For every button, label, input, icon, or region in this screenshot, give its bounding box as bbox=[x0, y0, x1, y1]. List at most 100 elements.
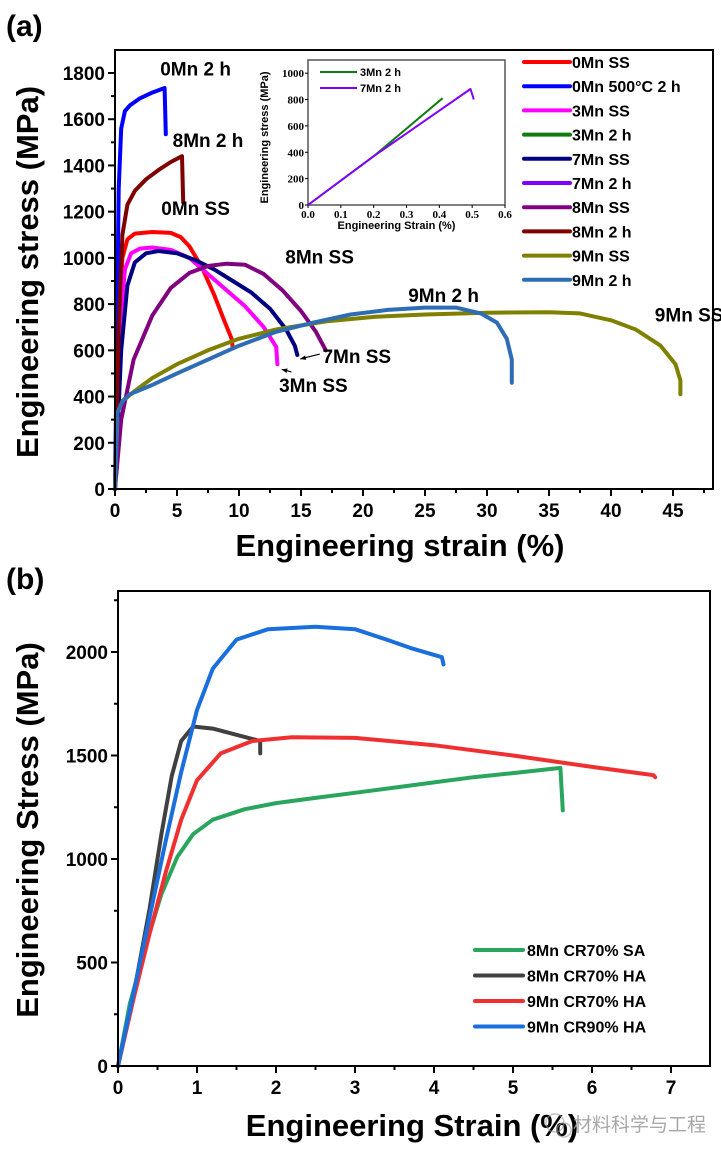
x-tick-label: 0 bbox=[113, 1078, 124, 1099]
legend-item-9mn-cr70-ha: 9Mn CR70% HA bbox=[473, 994, 647, 1011]
inset-legend-item-3mn-2-h: 3Mn 2 h bbox=[320, 67, 401, 79]
x-tick-label: 40 bbox=[600, 501, 621, 522]
inset-y-tick-label: 0 bbox=[299, 200, 305, 212]
legend-item-0mn-500-c-2-h: 0Mn 500°C 2 h bbox=[522, 79, 681, 96]
panel-a-annotations: 0Mn 2 h 8Mn 2 h 0Mn SS 8Mn SS 9Mn 2 h 9Mn SS 7… bbox=[160, 59, 721, 397]
inset-x-tick-label: 0.3 bbox=[400, 209, 414, 221]
legend-label: 8Mn 2 h bbox=[572, 224, 632, 241]
legend-item-7mn-ss: 7Mn SS bbox=[522, 152, 630, 169]
x-tick-label: 25 bbox=[414, 501, 436, 522]
y-tick-label: 1400 bbox=[63, 156, 105, 177]
x-tick-label: 35 bbox=[538, 501, 560, 522]
plot-frame bbox=[114, 49, 714, 490]
legend-item-0mn-ss: 0Mn SS bbox=[522, 55, 630, 72]
y-tick-label: 1500 bbox=[66, 747, 108, 768]
inset-y-tick-label: 1000 bbox=[282, 68, 305, 80]
inset-x-tick-label: 0.4 bbox=[432, 209, 446, 221]
plot-frame bbox=[117, 590, 711, 1067]
inset-legend-label: 3Mn 2 h bbox=[360, 67, 401, 79]
legend-label: 0Mn SS bbox=[572, 55, 630, 72]
annotation-8mn-2-h: 8Mn 2 h bbox=[173, 131, 244, 152]
x-tick-label: 2 bbox=[271, 1078, 282, 1099]
legend-item-9mn-cr90-ha: 9Mn CR90% HA bbox=[473, 1020, 647, 1037]
annotation-0mn-ss: 0Mn SS bbox=[161, 199, 230, 220]
panel-b-series bbox=[116, 624, 658, 1068]
y-tick-label: 0 bbox=[94, 480, 105, 501]
y-tick-label: 500 bbox=[76, 954, 108, 975]
legend-item-9mn-ss: 9Mn SS bbox=[522, 249, 630, 266]
legend-label: 9Mn SS bbox=[572, 249, 630, 266]
annotation-3mn-ss: 3Mn SS bbox=[279, 376, 348, 397]
inset-series-line-7mn-2-h bbox=[307, 88, 475, 206]
legend-item-8mn-cr70-ha: 8Mn CR70% HA bbox=[473, 969, 647, 986]
inset-x-axis-title: Engineering Strain (%) bbox=[338, 220, 456, 232]
legend-label: 8Mn CR70% SA bbox=[527, 943, 646, 960]
panel-a-label: (a) bbox=[6, 10, 43, 43]
legend-label: 8Mn SS bbox=[572, 200, 630, 217]
inset-y-tick-label: 800 bbox=[288, 95, 305, 107]
watermark: 材料科学与工程 bbox=[545, 1113, 706, 1138]
annotation-9mn-2-h: 9Mn 2 h bbox=[408, 286, 479, 307]
x-tick-label: 10 bbox=[228, 501, 249, 522]
inset-y-tick-label: 200 bbox=[288, 174, 305, 186]
y-tick-label: 2000 bbox=[66, 643, 108, 664]
inset-x-tick-label: 0.0 bbox=[301, 209, 315, 221]
legend-item-8mn-ss: 8Mn SS bbox=[522, 200, 630, 217]
y-tick-label: 800 bbox=[73, 295, 105, 316]
y-tick-label: 400 bbox=[73, 388, 105, 409]
legend-item-3mn-2-h: 3Mn 2 h bbox=[522, 128, 632, 145]
series-line-7mn-ss bbox=[113, 249, 300, 491]
legend-item-3mn-ss: 3Mn SS bbox=[522, 103, 630, 120]
panel-a-y-axis-title: Engineering stress (MPa) bbox=[10, 86, 45, 458]
y-tick-label: 600 bbox=[73, 341, 105, 362]
inset-x-tick-label: 0.1 bbox=[334, 209, 348, 221]
legend-label: 9Mn CR90% HA bbox=[527, 1020, 647, 1037]
y-tick-label: 200 bbox=[73, 434, 105, 455]
annotation-9mn-ss: 9Mn SS bbox=[655, 305, 721, 326]
inset-legend-label: 7Mn 2 h bbox=[360, 83, 401, 95]
x-tick-label: 7 bbox=[666, 1078, 677, 1099]
panel-a-legend: 0Mn SS 0Mn 500°C 2 h 3Mn SS 3Mn 2 h 7Mn SS 7M… bbox=[522, 55, 681, 290]
panel-b-y-axis-title: Engineering Stress (MPa) bbox=[10, 642, 45, 1018]
annotation-8mn-ss: 8Mn SS bbox=[285, 248, 354, 269]
panel-a-axes: 0 5 10 15 20 25 30 35 40 45 0 200 400 600 800 1000 1200 1… bbox=[63, 49, 714, 522]
legend-label: 8Mn CR70% HA bbox=[527, 969, 647, 986]
series-line-8mn-ss bbox=[113, 261, 328, 491]
x-tick-label: 5 bbox=[172, 501, 183, 522]
legend-item-8mn-cr70-sa: 8Mn CR70% SA bbox=[473, 943, 646, 960]
legend-label: 0Mn 500°C 2 h bbox=[572, 79, 681, 96]
panel-b-axes: 0 1 2 3 4 5 6 7 0 500 1000 1500 2000 bbox=[66, 590, 711, 1099]
series-line-0mn-500-c-2-h bbox=[113, 86, 168, 491]
arrowhead-icon bbox=[281, 368, 288, 374]
y-tick-label: 1800 bbox=[63, 64, 105, 85]
panel-b-x-axis-title: Engineering Strain (%) bbox=[246, 1108, 578, 1143]
legend-label: 7Mn 2 h bbox=[572, 176, 632, 193]
legend-label: 3Mn 2 h bbox=[572, 128, 632, 145]
annotation-0mn-2-h: 0Mn 2 h bbox=[160, 59, 231, 80]
wechat-icon bbox=[545, 1113, 572, 1138]
legend-label: 9Mn 2 h bbox=[572, 273, 632, 290]
series-line-9mn-cr70-ha bbox=[116, 735, 658, 1068]
y-tick-label: 1600 bbox=[63, 110, 105, 131]
inset-x-tick-label: 0.6 bbox=[498, 209, 512, 221]
y-tick-label: 1200 bbox=[63, 203, 105, 224]
x-tick-label: 20 bbox=[352, 501, 373, 522]
series-line-8mn-2-h bbox=[113, 154, 186, 491]
legend-label: 9Mn CR70% HA bbox=[527, 994, 647, 1011]
inset-legend-item-7mn-2-h: 7Mn 2 h bbox=[320, 83, 401, 95]
legend-item-7mn-2-h: 7Mn 2 h bbox=[522, 176, 632, 193]
x-tick-label: 3 bbox=[350, 1078, 361, 1099]
inset-y-axis-title: Engineering stress (MPa) bbox=[259, 71, 271, 203]
x-tick-label: 6 bbox=[587, 1078, 598, 1099]
arrowhead-icon bbox=[300, 355, 307, 360]
legend-label: 7Mn SS bbox=[572, 152, 630, 169]
x-tick-label: 15 bbox=[290, 501, 312, 522]
panel-b-legend: 8Mn CR70% SA 8Mn CR70% HA 9Mn CR70% HA 9Mn … bbox=[473, 943, 647, 1037]
x-tick-label: 5 bbox=[508, 1078, 519, 1099]
series-line-9mn-cr90-ha bbox=[116, 624, 446, 1068]
legend-item-9mn-2-h: 9Mn 2 h bbox=[522, 273, 632, 290]
series-line-8mn-cr70-ha bbox=[116, 724, 263, 1068]
inset-x-tick-label: 0.2 bbox=[367, 209, 381, 221]
legend-label: 3Mn SS bbox=[572, 103, 630, 120]
